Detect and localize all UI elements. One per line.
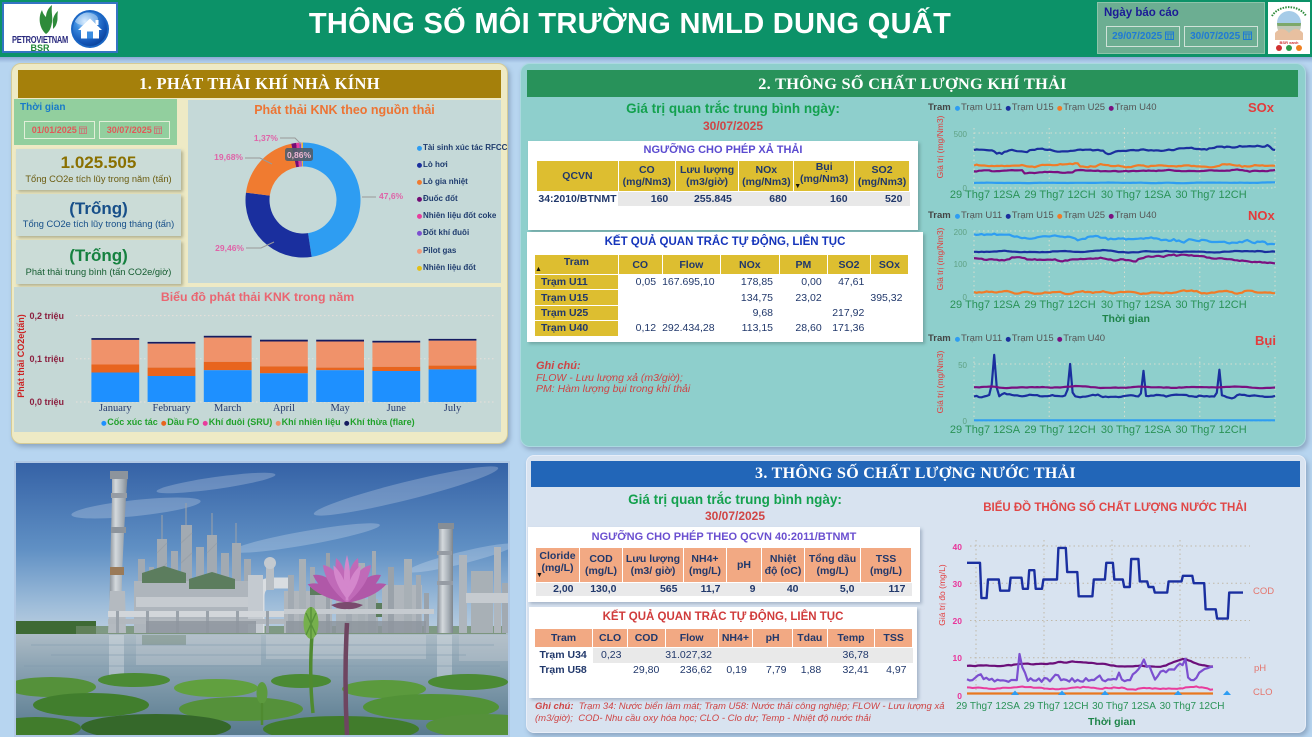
svg-text:20: 20: [953, 616, 963, 626]
svg-text:10: 10: [953, 653, 963, 663]
svg-text:29 Thg7 12CH: 29 Thg7 12CH: [1024, 701, 1089, 712]
svg-text:29 Thg7 12SA: 29 Thg7 12SA: [950, 299, 1021, 311]
svg-text:100: 100: [954, 260, 968, 269]
svg-text:0: 0: [963, 417, 968, 426]
svg-text:29 Thg7 12CH: 29 Thg7 12CH: [1024, 299, 1095, 311]
svg-text:0,1 triệu: 0,1 triệu: [29, 354, 64, 364]
svg-text:29 Thg7 12CH: 29 Thg7 12CH: [1024, 424, 1095, 436]
svg-text:BSR xanh: BSR xanh: [1280, 40, 1299, 45]
svg-text:30 Thg7 12CH: 30 Thg7 12CH: [1175, 299, 1246, 311]
svg-text:March: March: [214, 403, 242, 414]
svg-text:1,37%: 1,37%: [254, 133, 279, 143]
svg-text:29 Thg7 12SA: 29 Thg7 12SA: [956, 701, 1020, 712]
svg-text:0,86%: 0,86%: [287, 150, 312, 160]
svg-text:July: July: [444, 403, 462, 414]
svg-text:29 Thg7 12CH: 29 Thg7 12CH: [1024, 189, 1095, 201]
svg-text:COD: COD: [1253, 586, 1274, 597]
svg-text:30 Thg7 12SA: 30 Thg7 12SA: [1092, 701, 1156, 712]
svg-text:19,68%: 19,68%: [214, 152, 243, 162]
svg-text:40: 40: [953, 542, 963, 552]
svg-text:0: 0: [963, 293, 968, 302]
svg-text:29 Thg7 12SA: 29 Thg7 12SA: [950, 424, 1021, 436]
svg-text:29,46%: 29,46%: [215, 243, 244, 253]
svg-text:50: 50: [958, 361, 967, 370]
svg-text:47,6%: 47,6%: [379, 191, 404, 201]
svg-text:30 Thg7 12SA: 30 Thg7 12SA: [1101, 424, 1172, 436]
svg-text:30 Thg7 12SA: 30 Thg7 12SA: [1101, 189, 1172, 201]
svg-text:CLO: CLO: [1253, 687, 1273, 698]
svg-text:0,2 triệu: 0,2 triệu: [29, 311, 64, 321]
svg-text:January: January: [99, 403, 132, 414]
svg-text:April: April: [273, 403, 295, 414]
svg-text:June: June: [387, 403, 407, 414]
svg-text:Thời gian: Thời gian: [1102, 313, 1150, 325]
svg-text:February: February: [153, 403, 192, 414]
svg-text:30 Thg7 12CH: 30 Thg7 12CH: [1175, 189, 1246, 201]
svg-text:30 Thg7 12CH: 30 Thg7 12CH: [1160, 701, 1225, 712]
svg-text:pH: pH: [1254, 663, 1266, 674]
svg-text:30 Thg7 12CH: 30 Thg7 12CH: [1175, 424, 1246, 436]
svg-text:500: 500: [954, 130, 968, 139]
svg-text:29 Thg7 12SA: 29 Thg7 12SA: [950, 189, 1021, 201]
svg-text:May: May: [330, 403, 350, 414]
svg-text:0: 0: [963, 184, 968, 193]
svg-text:30 Thg7 12SA: 30 Thg7 12SA: [1101, 299, 1172, 311]
svg-text:0,0 triệu: 0,0 triệu: [29, 397, 64, 407]
svg-text:200: 200: [954, 228, 968, 237]
svg-text:0: 0: [957, 691, 962, 701]
svg-text:30: 30: [953, 579, 963, 589]
